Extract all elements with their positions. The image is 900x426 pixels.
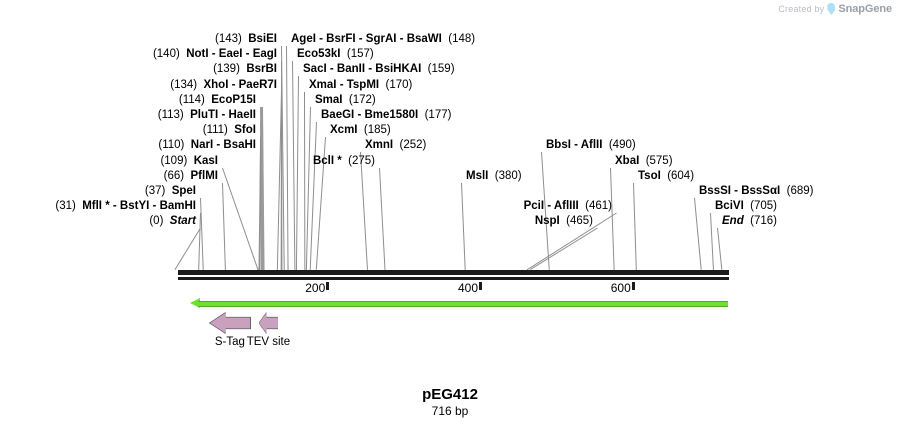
sequence-backbone-bottom — [178, 277, 729, 280]
restriction-site-label[interactable]: XcmI (185) — [330, 124, 391, 137]
restriction-site-label[interactable]: (140) NotI - EaeI - EagI — [152, 48, 277, 61]
site-leader-line — [198, 213, 201, 271]
site-leader-line — [461, 182, 466, 271]
restriction-site-label[interactable]: (139) BsrBI — [213, 63, 277, 76]
site-leader-line — [610, 167, 615, 270]
site-leader-line — [379, 167, 386, 271]
site-leader-line — [309, 121, 317, 271]
restriction-site-label[interactable]: (110) NarI - BsaHI — [158, 139, 256, 152]
feature-arrow-shape-icon — [258, 312, 279, 334]
site-leader-line — [222, 167, 259, 271]
restriction-site-label[interactable]: (113) PluTI - HaeII — [157, 109, 256, 121]
feature-arrow[interactable]: S-Tag — [208, 312, 251, 348]
ruler-tick — [631, 282, 635, 290]
restriction-site-label[interactable]: NspI (465) — [534, 215, 593, 228]
site-leader-line — [295, 76, 299, 270]
site-leader-line — [710, 213, 714, 271]
restriction-site-label[interactable]: (114) EcoP15I — [178, 93, 256, 106]
site-leader-line — [222, 182, 226, 270]
restriction-site-label[interactable]: SmaI (172) — [315, 93, 376, 106]
restriction-site-label[interactable]: XmaI - TspMI (170) — [309, 78, 413, 91]
orf-bar — [198, 301, 728, 307]
restriction-site-label[interactable]: (66) PflMI — [163, 169, 218, 182]
watermark-brand: SnapGene — [838, 3, 892, 15]
restriction-site-label[interactable]: (31) MflI * - BstYI - BamHI — [55, 200, 196, 213]
ruler-tick-label: 600 — [610, 281, 631, 295]
page-title: pEG412 — [422, 386, 478, 403]
feature-label: TEV site — [246, 336, 291, 348]
restriction-site-label[interactable]: PciI - AflIII (461) — [523, 200, 612, 213]
restriction-site-label[interactable]: BssSI - BssSαI (689) — [699, 185, 814, 197]
restriction-site-label[interactable]: Eco53kI (157) — [297, 48, 374, 61]
site-leader-line — [717, 228, 723, 271]
feature-arrow-shape-icon — [208, 312, 251, 334]
watermark-prefix: Created by — [778, 4, 825, 14]
site-leader-line — [174, 228, 201, 271]
restriction-site-label[interactable]: XbaI (575) — [615, 154, 673, 167]
restriction-site-label[interactable]: TsoI (604) — [638, 169, 695, 182]
restriction-site-label[interactable]: (0) Start — [149, 215, 196, 228]
restriction-site-label[interactable]: (143) BsiEI — [214, 33, 277, 45]
sequence-backbone-top — [178, 270, 729, 275]
restriction-site-label[interactable]: BaeGI - Bme1580I (177) — [321, 109, 452, 121]
restriction-site-label[interactable]: SacI - BanII - BsiHKAI (159) — [303, 63, 455, 76]
restriction-site-label[interactable]: (109) KasI — [160, 154, 218, 167]
site-leader-line — [292, 61, 296, 270]
restriction-site-label[interactable]: BciVI (705) — [715, 200, 778, 213]
site-leader-line — [694, 197, 702, 271]
site-leader-line — [200, 197, 204, 271]
restriction-site-label[interactable]: (37) SpeI — [144, 185, 196, 197]
restriction-site-label[interactable]: BclI * (275) — [312, 154, 375, 167]
site-leader-line — [304, 91, 306, 270]
ruler-tick-label: 400 — [457, 281, 478, 295]
restriction-site-label[interactable]: BbsI - AflII (490) — [546, 139, 636, 152]
feature-label: S-Tag — [214, 336, 245, 348]
orf-arrow — [190, 298, 728, 308]
snapgene-logo-icon — [827, 3, 835, 15]
plasmid-length: 716 bp — [431, 404, 469, 418]
restriction-site-label[interactable]: (111) SfoI — [202, 124, 256, 137]
ruler-tick — [326, 282, 330, 290]
ruler-tick-label: 200 — [305, 281, 326, 295]
restriction-site-label[interactable]: MslI (380) — [466, 169, 522, 182]
site-leader-line — [286, 45, 289, 270]
ruler-tick — [479, 282, 482, 290]
restriction-site-label[interactable]: XmnI (252) — [365, 139, 427, 152]
site-leader-line — [360, 152, 368, 271]
restriction-site-label[interactable]: End (716) — [722, 215, 777, 228]
restriction-site-label[interactable]: AgeI - BsrFI - SgrAI - BsaWI (148) — [291, 33, 476, 45]
feature-arrow[interactable]: TEV site — [247, 312, 290, 348]
site-leader-line — [633, 182, 637, 271]
orf-arrowhead-icon — [190, 298, 200, 308]
snapgene-watermark: Created by SnapGene — [778, 3, 892, 15]
site-leader-line — [529, 227, 598, 271]
restriction-site-label[interactable]: (134) XhoI - PaeR7I — [170, 78, 277, 91]
